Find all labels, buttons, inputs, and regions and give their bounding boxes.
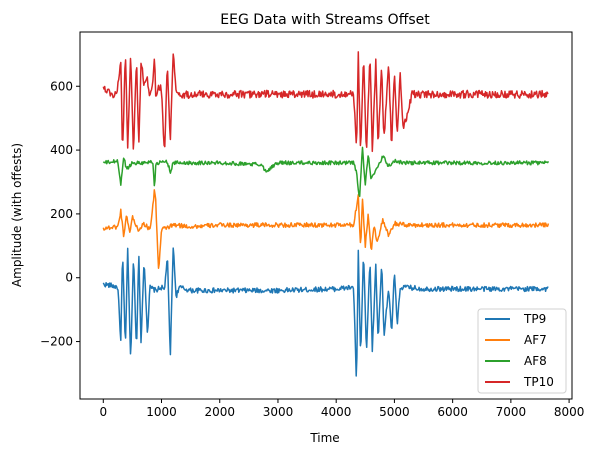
legend-label-af7: AF7 [524,333,547,347]
x-tick-label: 7000 [496,405,527,419]
x-tick-label: 0 [99,405,107,419]
plot-frame [79,31,573,400]
y-axis-label: Amplitude (with offests) [10,143,24,287]
y-axis: −200 0 200 400 600 [40,79,80,349]
y-tick-label: 200 [50,207,73,221]
legend-label-tp10: TP10 [523,375,554,389]
series-line-tp9 [102,247,549,377]
series-line-af7 [102,189,550,269]
chart-title: EEG Data with Streams Offset [220,12,430,28]
series-line-af8 [102,146,550,198]
x-tick-label: 4000 [321,405,352,419]
legend: TP9 AF7 AF8 TP10 [477,308,567,394]
x-tick-label: 5000 [379,405,410,419]
series-line-tp10 [102,51,549,153]
x-tick-label: 3000 [263,405,294,419]
x-tick-label: 6000 [437,405,468,419]
y-tick-label: 400 [50,143,73,157]
legend-label-tp9: TP9 [523,312,546,326]
x-tick-label: 8000 [554,405,585,419]
x-tick-label: 1000 [146,405,177,419]
series-layer [102,51,550,377]
legend-box [477,308,567,394]
x-axis-label: Time [309,431,339,445]
y-tick-label: −200 [40,335,73,349]
y-tick-label: 0 [65,271,73,285]
y-tick-label: 600 [50,79,73,93]
x-axis: 0 1000 2000 3000 4000 5000 6000 7000 8000 [99,399,584,419]
legend-label-af8: AF8 [524,354,547,368]
x-tick-label: 2000 [204,405,235,419]
